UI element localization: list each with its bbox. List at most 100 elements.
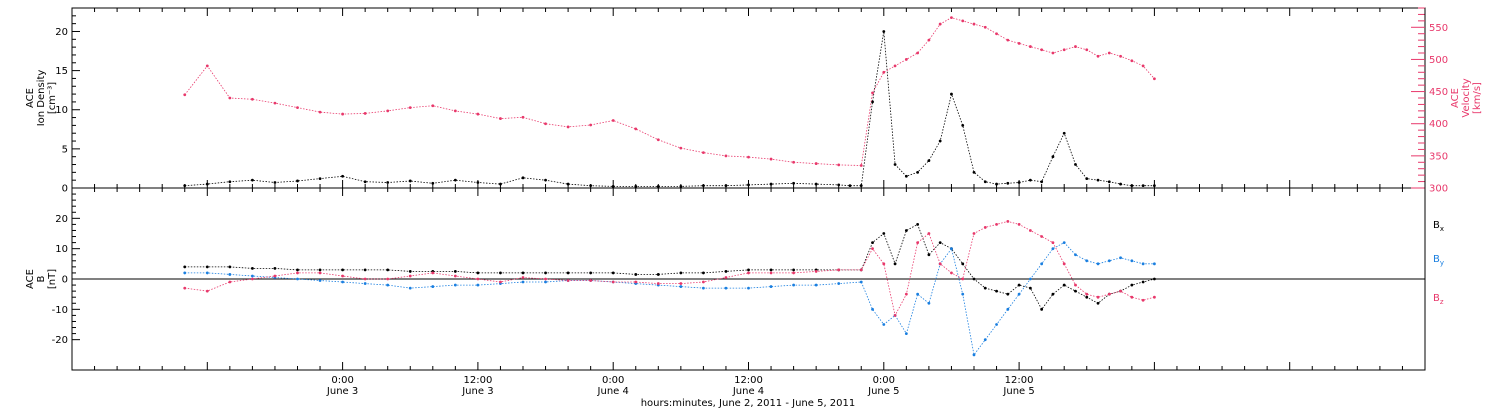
bfield-ytick-label-1: -10	[52, 305, 68, 316]
bz-point	[476, 277, 480, 281]
density-point	[363, 180, 367, 184]
bz-point	[205, 289, 209, 293]
x-tick-day-0: June 3	[326, 386, 358, 397]
x-axis-title: hours:minutes, June 2, 2011 - June 5, 20…	[641, 398, 856, 409]
bz-point	[837, 268, 841, 272]
bz-trace	[184, 220, 1155, 317]
x-tick-label-5: 12:00	[1005, 375, 1034, 386]
velocity-ytick-label-4: 500	[1429, 55, 1448, 66]
bz-point	[318, 271, 322, 275]
bx-point	[904, 229, 908, 232]
by-point	[296, 277, 299, 281]
density-point	[882, 30, 886, 33]
bz-point	[983, 226, 987, 229]
bfield-ylabel-line1: ACE	[25, 269, 36, 289]
velocity-trace	[184, 17, 1155, 166]
bz-point	[938, 262, 942, 266]
velocity-point	[634, 127, 638, 131]
velocity-point	[702, 151, 705, 155]
velocity-ytick-label-2: 400	[1429, 119, 1448, 130]
x-tick-day-1: June 3	[461, 386, 493, 397]
bz-point	[1141, 298, 1145, 302]
density-point	[1051, 155, 1055, 159]
bz-point	[499, 280, 502, 284]
density-point	[408, 179, 412, 183]
velocity-point	[611, 119, 615, 122]
bx-point	[702, 271, 705, 275]
by-point	[814, 283, 818, 287]
top-panel-frame	[71, 7, 1426, 189]
density-ylabel-line2: Ion Density	[36, 70, 47, 127]
bz-point	[634, 280, 638, 284]
legend-bz-base: B	[1433, 293, 1440, 304]
bx-point	[183, 265, 187, 269]
by-point	[1096, 262, 1100, 266]
velocity-point	[747, 155, 750, 159]
by-point	[1119, 256, 1122, 260]
legend-by-sub: y	[1440, 259, 1444, 267]
legend-bx-sub: x	[1440, 225, 1444, 233]
bz-point	[183, 286, 187, 290]
x-tick-day-4: June 5	[867, 386, 899, 397]
density-ytick-label-0: 0	[62, 184, 68, 195]
velocity-point	[318, 110, 322, 114]
bz-point	[273, 274, 277, 278]
bz-point	[228, 280, 232, 284]
bx-point	[205, 265, 209, 269]
by-point	[1107, 259, 1111, 263]
x-tick-label-0: 0:00	[331, 375, 353, 386]
top-panel-marks	[183, 16, 1156, 188]
density-ylabel-line3: [cm⁻³]	[47, 82, 58, 114]
by-point	[431, 285, 435, 288]
by-point	[859, 280, 863, 284]
bz-point	[1119, 289, 1122, 293]
x-tick-day-3: June 4	[732, 386, 764, 397]
velocity-point	[476, 112, 480, 116]
bz-point	[747, 271, 750, 275]
bz-point	[589, 279, 593, 282]
velocity-point	[792, 160, 795, 164]
bz-point	[961, 277, 965, 281]
density-ytick-label-4: 20	[55, 27, 68, 38]
bx-point	[296, 268, 299, 272]
velocity-ylabel-line2: Velocity	[1461, 78, 1472, 117]
bx-trace	[184, 223, 1155, 311]
density-point	[296, 179, 299, 183]
density-point	[1028, 178, 1032, 182]
x-tick-label-2: 0:00	[602, 375, 624, 386]
bx-point	[769, 268, 773, 272]
velocity-point	[589, 123, 593, 127]
legend-bx-base: B	[1433, 220, 1440, 231]
bfield-ytick-label-2: 0	[62, 275, 68, 286]
bfield-ytick-label-0: -20	[52, 335, 68, 346]
density-ytick-label-3: 15	[55, 66, 68, 77]
by-point	[205, 271, 209, 275]
bx-point	[656, 273, 660, 276]
bx-point	[521, 271, 525, 275]
axes-layer: 0 5 10 15 20 -20 -10 0 10 20 300 350 400 450 500 550 0:0…	[52, 7, 1448, 397]
x-tick-label-1: 12:00	[463, 375, 492, 386]
x-tick-day-2: June 4	[597, 386, 629, 397]
by-point	[724, 286, 728, 290]
bfield-ytick-label-3: 10	[55, 244, 68, 255]
bx-point	[341, 268, 344, 272]
density-trace	[184, 31, 1155, 187]
by-point	[769, 285, 773, 288]
bfield-ylabel-line2: B	[36, 275, 47, 282]
bottom-panel-marks	[183, 219, 1156, 357]
legend-by: By	[1433, 254, 1444, 267]
velocity-ytick-label-5: 550	[1429, 23, 1448, 34]
density-point	[950, 92, 953, 96]
velocity-point	[1017, 41, 1021, 45]
bz-point	[544, 277, 547, 281]
density-point	[1040, 180, 1044, 184]
density-point	[1074, 163, 1077, 166]
bx-point	[566, 271, 570, 275]
density-ytick-label-1: 5	[62, 144, 68, 155]
by-point	[183, 271, 187, 275]
density-point	[871, 100, 874, 104]
velocity-point	[1028, 45, 1032, 48]
legend-bz-sub: z	[1440, 298, 1444, 306]
bx-point	[476, 271, 480, 275]
